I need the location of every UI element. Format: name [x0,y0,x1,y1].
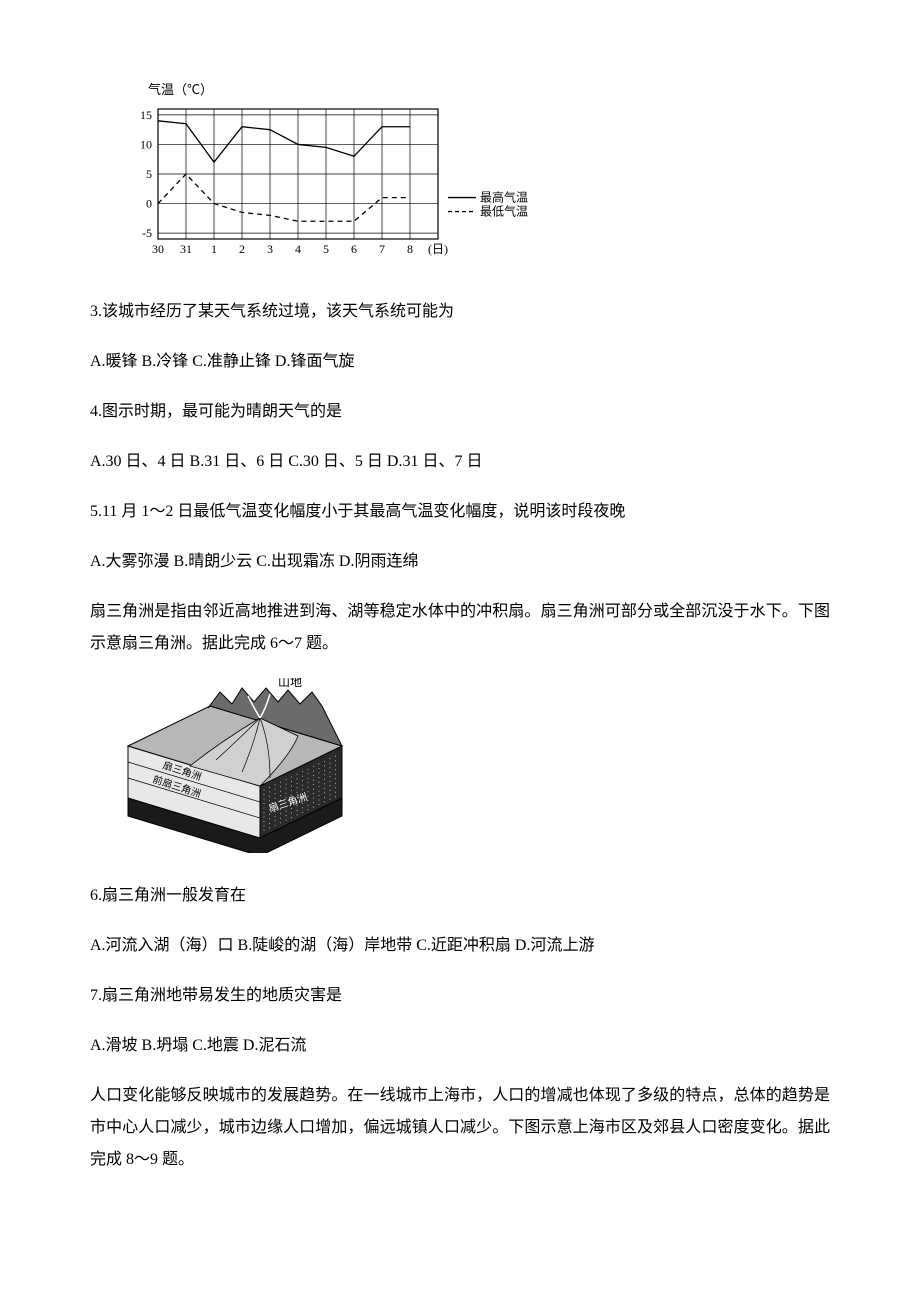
diagram-svg: 扇三角洲前扇三角洲扇三角洲山地 [120,678,350,853]
svg-text:30: 30 [152,242,164,256]
q5-stem: 5.11 月 1～2 日最低气温变化幅度小于其最高气温变化幅度，说明该时段夜晚 [90,496,830,528]
svg-text:2: 2 [239,242,245,256]
fan-delta-diagram: 扇三角洲前扇三角洲扇三角洲山地 [120,678,830,862]
q7-stem: 7.扇三角洲地带易发生的地质灾害是 [90,980,830,1012]
svg-text:5: 5 [323,242,329,256]
svg-text:6: 6 [351,242,357,256]
q6-stem: 6.扇三角洲一般发育在 [90,880,830,912]
svg-text:0: 0 [146,196,152,210]
svg-text:(日): (日) [428,242,448,256]
temperature-chart: 气温（℃） -5 0 5 10 15 30 31 1 2 3 4 5 6 7 8 (日) 最高气温最低气温 [120,80,830,276]
svg-text:10: 10 [140,137,152,151]
svg-text:8: 8 [407,242,413,256]
q6-options: A.河流入湖（海）口 B.陡峻的湖（海）岸地带 C.近距冲积扇 D.河流上游 [90,930,830,962]
svg-text:3: 3 [267,242,273,256]
q4-stem: 4.图示时期，最可能为晴朗天气的是 [90,396,830,428]
q7-options: A.滑坡 B.坍塌 C.地震 D.泥石流 [90,1030,830,1062]
passage-2: 扇三角洲是指由邻近高地推进到海、湖等稳定水体中的冲积扇。扇三角洲可部分或全部沉没… [90,596,830,660]
svg-text:1: 1 [211,242,217,256]
q3-options: A.暖锋 B.冷锋 C.准静止锋 D.锋面气旋 [90,346,830,378]
q3-stem: 3.该城市经历了某天气系统过境，该天气系统可能为 [90,296,830,328]
passage-3: 人口变化能够反映城市的发展趋势。在一线城市上海市，人口的增减也体现了多级的特点，… [90,1080,830,1176]
chart-svg: -5 0 5 10 15 30 31 1 2 3 4 5 6 7 8 (日) 最高气温最低气温 [120,103,540,268]
svg-text:31: 31 [180,242,192,256]
q4-options: A.30 日、4 日 B.31 日、6 日 C.30 日、5 日 D.31 日、… [90,446,830,478]
svg-text:7: 7 [379,242,385,256]
q5-options: A.大雾弥漫 B.晴朗少云 C.出现霜冻 D.阴雨连绵 [90,546,830,578]
y-axis-title: 气温（℃） [148,80,500,101]
svg-text:4: 4 [295,242,301,256]
svg-text:5: 5 [146,167,152,181]
svg-text:最高气温: 最高气温 [480,189,528,204]
svg-text:15: 15 [140,108,152,122]
svg-text:山地: 山地 [278,678,302,689]
svg-text:最低气温: 最低气温 [480,203,528,218]
svg-text:-5: -5 [142,226,152,240]
